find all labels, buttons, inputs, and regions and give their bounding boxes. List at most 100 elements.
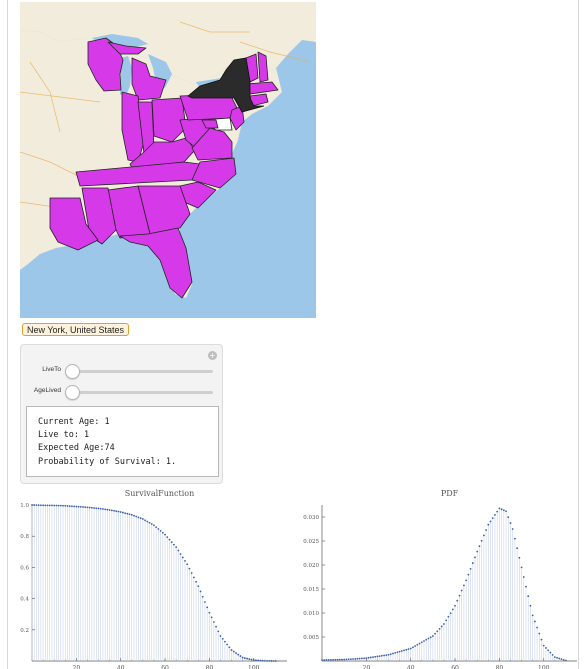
data-point — [385, 654, 388, 656]
data-point — [128, 513, 131, 516]
data-point — [157, 528, 160, 530]
data-point — [327, 658, 330, 661]
data-point — [75, 505, 78, 508]
manipulate-panel: + LiveTo AgeLived Current Age: 1 Live to… — [20, 344, 223, 484]
data-point — [153, 524, 155, 527]
data-point — [197, 585, 200, 588]
data-point — [173, 543, 175, 546]
data-point — [345, 658, 348, 661]
data-point — [97, 507, 100, 510]
state-maryland-fill[interactable] — [201, 119, 219, 129]
data-point — [159, 529, 162, 532]
y-tick-label: 0.020 — [303, 563, 319, 569]
data-point — [542, 644, 545, 647]
data-point — [168, 538, 171, 541]
data-point — [115, 510, 118, 513]
data-point — [164, 533, 166, 536]
data-point — [516, 547, 519, 550]
location-button[interactable]: New York, United States — [22, 323, 130, 336]
data-point — [208, 611, 211, 614]
data-point — [551, 653, 554, 656]
data-point — [146, 520, 149, 523]
data-point — [51, 504, 53, 507]
data-point — [533, 620, 536, 623]
x-tick-label: 80 — [496, 665, 504, 669]
output-box: Current Age: 1 Live to: 1 Expected Age:7… — [26, 406, 219, 477]
data-point — [235, 652, 237, 654]
data-point — [226, 643, 229, 646]
data-point — [423, 640, 425, 642]
data-point — [186, 563, 189, 566]
data-point — [447, 615, 450, 618]
data-point — [436, 630, 439, 633]
data-point — [71, 505, 73, 508]
data-point — [104, 508, 107, 511]
state-north-carolina[interactable] — [191, 157, 237, 189]
notebook-frame-left — [7, 0, 8, 669]
liveto-slider-thumb[interactable] — [65, 364, 80, 379]
y-tick-label: 0.025 — [303, 539, 319, 545]
add-icon[interactable]: + — [208, 351, 217, 360]
data-point — [536, 626, 538, 629]
data-point — [445, 619, 448, 622]
state-michigan[interactable] — [131, 57, 167, 101]
data-point — [270, 660, 273, 662]
x-tick-label: 80 — [206, 665, 214, 669]
data-point — [161, 531, 164, 534]
state-new-hampshire[interactable] — [257, 51, 269, 83]
data-point — [349, 658, 352, 661]
data-point — [398, 650, 401, 653]
data-point — [449, 612, 452, 614]
data-point — [496, 510, 499, 513]
data-point — [150, 523, 153, 525]
data-point — [325, 659, 328, 661]
state-louisiana[interactable] — [49, 197, 99, 251]
data-point — [144, 519, 146, 522]
data-point — [427, 637, 430, 640]
data-point — [467, 573, 470, 576]
data-point — [141, 518, 144, 520]
data-point — [232, 650, 235, 653]
state-wisconsin[interactable] — [87, 37, 124, 92]
data-point — [250, 658, 253, 661]
state-new-york-selected[interactable] — [187, 57, 265, 113]
data-point — [64, 504, 67, 507]
data-point — [79, 505, 82, 508]
y-tick-label: 1.0 — [20, 503, 29, 509]
data-point — [489, 520, 492, 523]
data-point — [369, 656, 372, 659]
data-point — [547, 649, 550, 652]
usa-map[interactable] — [20, 2, 316, 318]
data-point — [266, 659, 268, 662]
data-point — [334, 658, 337, 661]
data-point — [113, 509, 115, 512]
data-point — [82, 506, 84, 508]
data-point — [35, 504, 38, 507]
liveto-slider-track[interactable] — [71, 370, 213, 373]
agelived-slider-thumb[interactable] — [65, 385, 80, 400]
data-point — [500, 508, 503, 511]
x-tick-label: 60 — [161, 665, 169, 669]
data-point — [46, 504, 49, 507]
data-point — [358, 657, 361, 660]
y-tick-label: 0.030 — [303, 515, 319, 521]
data-point — [230, 649, 233, 651]
data-point — [511, 528, 514, 530]
data-point — [57, 504, 60, 507]
agelived-slider-track[interactable] — [71, 391, 213, 394]
state-ohio[interactable] — [151, 97, 187, 143]
slider-label-agelived: AgeLived — [33, 387, 61, 394]
data-point — [155, 526, 158, 529]
output-expected-age: Expected Age:74 — [38, 443, 115, 454]
data-point — [190, 572, 193, 574]
data-point — [403, 649, 405, 652]
data-point — [389, 653, 392, 656]
slider-label-liveto: LiveTo — [42, 366, 61, 373]
state-florida[interactable] — [119, 227, 193, 299]
state-michigan-upper[interactable] — [107, 41, 147, 55]
data-point — [179, 553, 182, 555]
data-point — [443, 623, 445, 625]
data-point — [463, 584, 465, 587]
data-point — [204, 601, 206, 603]
data-point — [221, 637, 224, 640]
